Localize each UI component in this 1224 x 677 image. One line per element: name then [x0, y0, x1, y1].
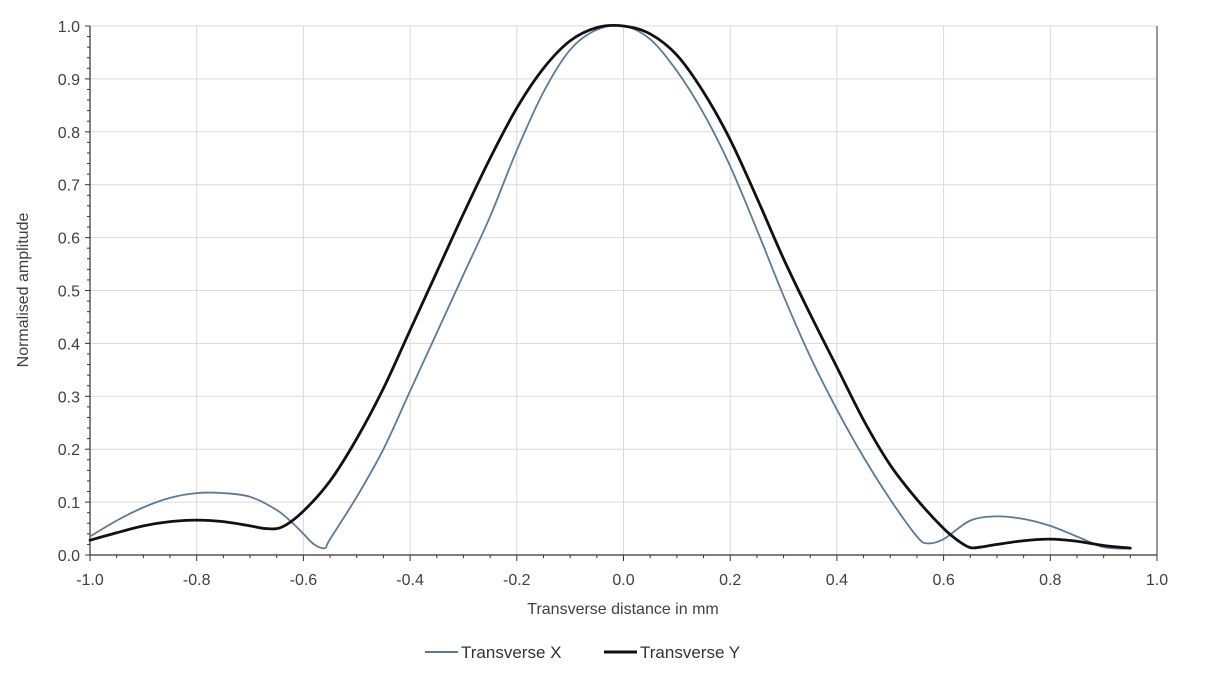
x-tick-label: 0.2 [719, 572, 741, 589]
y-tick-label: 0.4 [58, 336, 80, 353]
axis-ticks: -1.0 -0.8 -0.6 -0.4 -0.2 0.0 0.2 0.4 0.6 0.8 1.0 0.… [58, 19, 1168, 589]
y-tick-label: 0.7 [58, 178, 80, 195]
y-tick-label: 0.3 [58, 389, 80, 406]
x-tick-label: 1.0 [1146, 572, 1168, 589]
x-axis-title: Transverse distance in mm [527, 601, 718, 618]
y-tick-label: 0.5 [58, 284, 80, 301]
legend-label-transverse-x: Transverse X [461, 643, 561, 662]
x-tick-label: -0.4 [396, 572, 424, 589]
series-line-transverse-x [89, 24, 1132, 550]
grid-lines [90, 25, 1158, 555]
y-tick-label: 0.0 [58, 548, 80, 565]
y-tick-label: 0.8 [58, 125, 80, 142]
series-group [88, 23, 1132, 550]
y-tick-label: 0.9 [58, 72, 80, 89]
x-tick-label: -1.0 [76, 572, 104, 589]
legend: Transverse X Transverse Y [425, 643, 740, 662]
y-axis-title: Normalised amplitude [15, 213, 32, 368]
y-tick-label: 0.6 [58, 231, 80, 248]
legend-label-transverse-y: Transverse Y [640, 643, 740, 662]
x-tick-label: -0.8 [183, 572, 211, 589]
y-tick-label: 1.0 [58, 19, 80, 36]
series-line-transverse-y [88, 23, 1132, 550]
x-tick-label: 0.8 [1039, 572, 1061, 589]
x-tick-label: -0.6 [290, 572, 318, 589]
x-tick-label: 0.6 [932, 572, 954, 589]
x-tick-label: 0.4 [826, 572, 848, 589]
x-tick-label: 0.0 [612, 572, 634, 589]
x-tick-label: -0.2 [503, 572, 531, 589]
y-tick-label: 0.2 [58, 442, 80, 459]
y-tick-label: 0.1 [58, 495, 80, 512]
